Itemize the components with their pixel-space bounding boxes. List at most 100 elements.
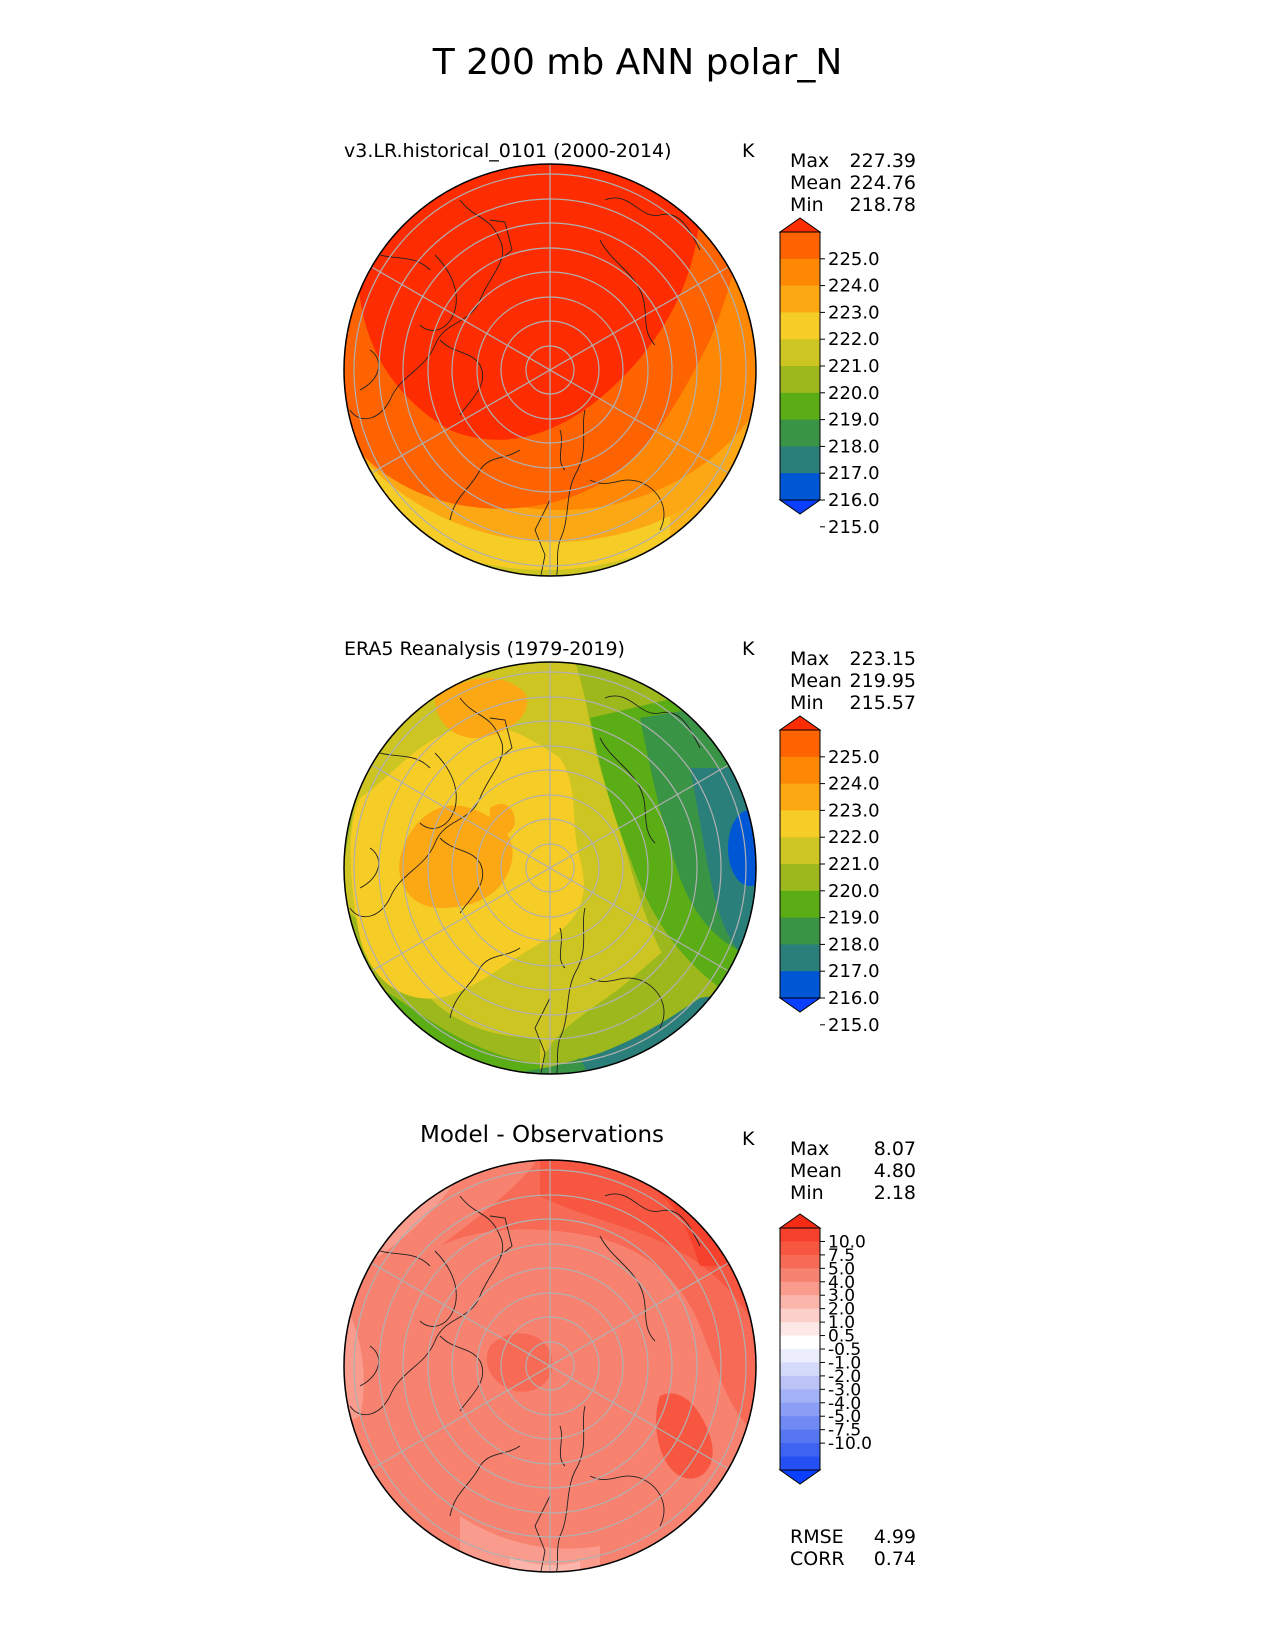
colorbar-tick-label: 3.0 bbox=[828, 1286, 855, 1306]
colorbar-segment bbox=[780, 1443, 820, 1458]
colorbar-tick-label: 224.0 bbox=[828, 276, 880, 297]
colorbar-tick-label: 2.0 bbox=[828, 1300, 855, 1320]
coastlines bbox=[349, 197, 701, 576]
colorbar-tick-label: 220.0 bbox=[828, 383, 880, 404]
colorbar-tick-label: -3.0 bbox=[828, 1380, 861, 1400]
colorbar-tick-label: 219.0 bbox=[828, 908, 880, 929]
figure-title: T 200 mb ANN polar_N bbox=[432, 42, 843, 83]
colorbar-tick-label: 215.0 bbox=[828, 1015, 880, 1036]
colorbar-segment bbox=[780, 339, 820, 367]
colorbar-tick-label: 220.0 bbox=[828, 881, 880, 902]
stat-value: 227.39 bbox=[849, 150, 916, 172]
colorbar-tick-label: 4.0 bbox=[828, 1273, 855, 1293]
colorbar-tick-label: 223.0 bbox=[828, 800, 880, 821]
colorbar-tick-label: -10.0 bbox=[828, 1434, 872, 1454]
colorbar-segment bbox=[780, 730, 820, 758]
colorbar-segment bbox=[780, 258, 820, 287]
stat-label: Max bbox=[790, 648, 830, 670]
panel-title: ERA5 Reanalysis (1979-2019) bbox=[344, 638, 625, 660]
colorbar-tick-label: -7.5 bbox=[828, 1421, 861, 1441]
colorbar-tick-label: 7.5 bbox=[828, 1246, 855, 1266]
colorbar-segment bbox=[780, 285, 820, 313]
colorbar: 225.0 224.0 223.0 222.0 221.0 220.0 219.0 218.0… bbox=[778, 217, 880, 538]
colorbar-segment bbox=[780, 1295, 820, 1310]
colorbar-tick-label: 215.0 bbox=[828, 517, 880, 538]
colorbar-segment bbox=[780, 1254, 820, 1269]
units-label: K bbox=[742, 638, 755, 660]
colorbar-segment bbox=[780, 1241, 820, 1256]
stat-label: Max bbox=[790, 150, 830, 172]
colorbar-extend-min bbox=[778, 1469, 822, 1485]
colorbar-tick-label: 225.0 bbox=[828, 249, 880, 270]
stat-label: Max bbox=[790, 1138, 830, 1160]
graticule bbox=[353, 164, 747, 576]
panel-title: v3.LR.historical_0101 (2000-2014) bbox=[344, 140, 672, 162]
colorbar-segment bbox=[780, 756, 820, 785]
units-label: K bbox=[742, 1128, 755, 1150]
colorbar-tick-label: 218.0 bbox=[828, 934, 880, 955]
stat-value: 0.74 bbox=[873, 1548, 916, 1570]
stat-value: 8.07 bbox=[873, 1138, 916, 1160]
colorbar-segment bbox=[780, 312, 820, 340]
map-boundary bbox=[343, 163, 757, 577]
colorbar-segment bbox=[780, 366, 820, 394]
colorbar-segment bbox=[780, 392, 820, 421]
colorbar: 225.0 224.0 223.0 222.0 221.0 220.0 219.0 218.0… bbox=[778, 715, 880, 1036]
colorbar-tick-label: 216.0 bbox=[828, 988, 880, 1009]
colorbar-segment bbox=[780, 1402, 820, 1417]
colorbar-segment bbox=[780, 1456, 820, 1471]
stat-label: RMSE bbox=[790, 1526, 844, 1548]
colorbar-tick-label: -5.0 bbox=[828, 1407, 861, 1427]
stat-label: Mean bbox=[790, 172, 842, 194]
colorbar-tick-label: 0.5 bbox=[828, 1327, 855, 1347]
stat-value: 2.18 bbox=[873, 1182, 916, 1204]
stat-value: 215.57 bbox=[849, 692, 916, 714]
stat-label: Mean bbox=[790, 1160, 842, 1182]
panel-reference: ERA5 Reanalysis (1979-2019) K Max 223.15 … bbox=[0, 626, 1275, 1116]
colorbar-tick-label: 218.0 bbox=[828, 436, 880, 457]
colorbar-tick-label: 219.0 bbox=[828, 410, 880, 431]
colorbar-segment bbox=[780, 864, 820, 892]
colorbar-segment bbox=[780, 1322, 820, 1337]
stat-label: Min bbox=[790, 1182, 824, 1204]
stat-value: 4.99 bbox=[873, 1526, 916, 1548]
colorbar-segment bbox=[780, 783, 820, 811]
colorbar-extend-max bbox=[778, 1213, 822, 1229]
colorbar-segment bbox=[780, 1362, 820, 1377]
colorbar-segment bbox=[780, 810, 820, 838]
stat-label: CORR bbox=[790, 1548, 845, 1570]
polar-map-reference bbox=[343, 661, 757, 1075]
error-stats-block: RMSE 4.99 CORR 0.74 bbox=[790, 1526, 916, 1570]
panel-difference: Model - Observations K Max 8.07 Mean 4.80 … bbox=[0, 1116, 1275, 1606]
stat-value: 223.15 bbox=[849, 648, 916, 670]
colorbar-segment bbox=[780, 1349, 820, 1363]
colorbar-tick-label: 217.0 bbox=[828, 463, 880, 484]
colorbar-extend-min bbox=[778, 499, 822, 515]
stat-value: 4.80 bbox=[873, 1160, 916, 1182]
colorbar-segment bbox=[780, 1228, 820, 1242]
colorbar-segment bbox=[780, 890, 820, 919]
colorbar-tick-label: 221.0 bbox=[828, 356, 880, 377]
map-boundary bbox=[343, 661, 757, 1075]
colorbar-tick-label: 216.0 bbox=[828, 490, 880, 511]
stats-block: Max 8.07 Mean 4.80 Min 2.18 bbox=[790, 1138, 916, 1204]
stat-label: Mean bbox=[790, 670, 842, 692]
colorbar-tick-label: 5.0 bbox=[828, 1259, 855, 1279]
colorbar-tick-label: 225.0 bbox=[828, 747, 880, 768]
colorbar-segment bbox=[780, 944, 820, 972]
colorbar-segment bbox=[780, 446, 820, 474]
colorbar-segment bbox=[780, 232, 820, 260]
colorbar-tick-label: -2.0 bbox=[828, 1367, 861, 1387]
colorbar-segment bbox=[780, 1308, 820, 1323]
colorbar-extend-min bbox=[778, 997, 822, 1013]
colorbar-tick-label: 10.0 bbox=[828, 1232, 866, 1252]
stat-label: Min bbox=[790, 194, 824, 216]
colorbar-segment bbox=[780, 1281, 820, 1296]
colorbar-tick-label: 217.0 bbox=[828, 961, 880, 982]
colorbar-segment bbox=[780, 917, 820, 945]
colorbar-segment bbox=[780, 1389, 820, 1404]
stats-block: Max 223.15 Mean 219.95 Min 215.57 bbox=[790, 648, 916, 714]
colorbar: 10.07.55.04.03.02.01.00.5-0.5-1.0-2.0-3.… bbox=[778, 1213, 872, 1485]
colorbar-tick-label: 221.0 bbox=[828, 854, 880, 875]
stat-value: 218.78 bbox=[849, 194, 916, 216]
